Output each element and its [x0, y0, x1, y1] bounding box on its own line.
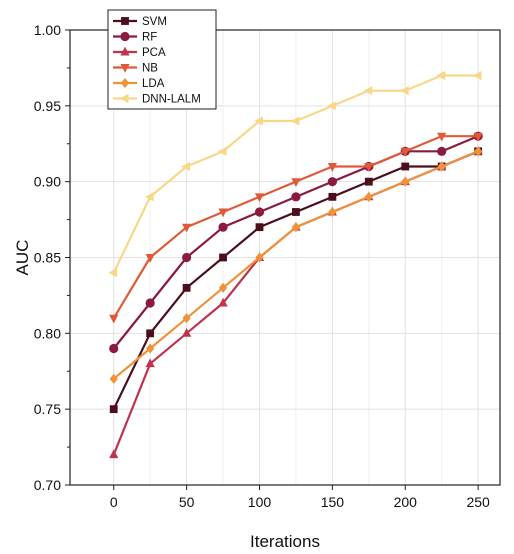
data-point — [182, 328, 192, 337]
data-point — [218, 222, 228, 232]
data-point — [255, 252, 264, 263]
data-point — [328, 206, 337, 218]
x-tick-label: 150 — [321, 494, 345, 510]
data-point — [291, 222, 301, 233]
data-point — [292, 208, 300, 216]
data-point — [181, 161, 191, 172]
data-point — [473, 132, 483, 142]
data-point — [218, 208, 228, 218]
data-point — [109, 314, 119, 324]
x-tick-label: 200 — [394, 494, 418, 510]
y-tick-label: 0.75 — [34, 401, 61, 417]
data-point — [108, 268, 118, 278]
data-point — [401, 176, 410, 187]
series-nb — [109, 132, 483, 324]
data-point — [401, 162, 410, 171]
legend-label: PCA — [142, 47, 166, 59]
legend-marker — [120, 46, 130, 56]
data-point — [144, 192, 154, 202]
data-point — [218, 297, 228, 307]
series-layer — [108, 70, 483, 459]
y-tick-label: 0.95 — [34, 98, 61, 114]
data-point — [182, 283, 191, 292]
legend-marker — [120, 31, 130, 42]
data-point — [219, 253, 227, 262]
legend-item: DNN-LALM — [113, 94, 201, 106]
data-point — [109, 373, 118, 384]
data-point — [217, 146, 227, 156]
data-point — [364, 163, 374, 172]
data-point — [254, 193, 265, 203]
data-point — [182, 223, 192, 233]
y-axis-title: AUC — [13, 240, 32, 276]
legend-item: NB — [113, 63, 158, 75]
data-point — [291, 192, 301, 202]
data-point — [436, 70, 446, 81]
legend-item: PCA — [113, 46, 166, 59]
legend-label: DNN-LALM — [142, 94, 201, 106]
series-dnn-lalm — [108, 70, 482, 278]
legend-label: RF — [142, 32, 157, 44]
data-point — [399, 86, 409, 96]
legend-label: NB — [142, 63, 158, 75]
axis-ticks: 0 50 100 150 200 250 0.70 0.75 0.80 0.85 0.90 0.95 1… — [34, 22, 490, 510]
legend-marker — [120, 64, 130, 73]
y-tick-label: 0.70 — [34, 477, 61, 493]
legend-marker — [119, 93, 129, 104]
data-point — [363, 86, 373, 96]
data-point — [364, 177, 373, 186]
data-point — [254, 116, 263, 126]
y-tick-label: 0.80 — [34, 325, 61, 341]
y-tick-label: 0.85 — [34, 250, 61, 266]
x-tick-label: 50 — [179, 494, 195, 510]
data-point — [437, 146, 447, 156]
data-point — [437, 161, 446, 172]
data-point — [254, 207, 265, 217]
data-point — [437, 132, 447, 142]
data-point — [182, 252, 192, 263]
x-tick-label: 100 — [248, 494, 272, 510]
legend-label: SVM — [142, 16, 167, 28]
data-point — [218, 282, 228, 293]
data-point — [327, 177, 337, 187]
data-point — [364, 191, 373, 202]
data-point — [109, 343, 119, 354]
x-tick-label: 250 — [466, 494, 490, 510]
data-point — [109, 405, 118, 414]
data-point — [473, 146, 483, 157]
data-point — [472, 70, 482, 81]
x-tick-label: 0 — [110, 494, 118, 510]
data-point — [145, 298, 155, 308]
legend-marker — [120, 77, 130, 89]
legend-item: LDA — [113, 77, 165, 90]
legend-box — [107, 9, 217, 110]
legend-marker — [121, 17, 129, 25]
data-point — [327, 101, 336, 111]
data-point — [291, 178, 301, 187]
legend-item: SVM — [113, 16, 167, 28]
x-axis-title: Iterations — [250, 532, 320, 551]
legend: SVM RF PCA NB LDA DNN-LALM — [107, 9, 217, 110]
data-point — [327, 163, 337, 172]
data-point — [182, 313, 191, 324]
data-point — [109, 449, 119, 459]
data-point — [146, 329, 155, 338]
data-point — [146, 343, 155, 354]
y-tick-label: 0.90 — [34, 174, 61, 190]
data-point — [255, 223, 264, 232]
series-lda — [109, 146, 483, 384]
data-point — [400, 147, 410, 157]
data-point — [145, 254, 155, 263]
data-point — [328, 192, 337, 201]
legend-label: LDA — [142, 78, 165, 90]
data-point — [145, 358, 155, 368]
legend-item: RF — [113, 32, 157, 44]
data-point — [290, 116, 300, 126]
y-tick-label: 1.00 — [34, 22, 61, 38]
